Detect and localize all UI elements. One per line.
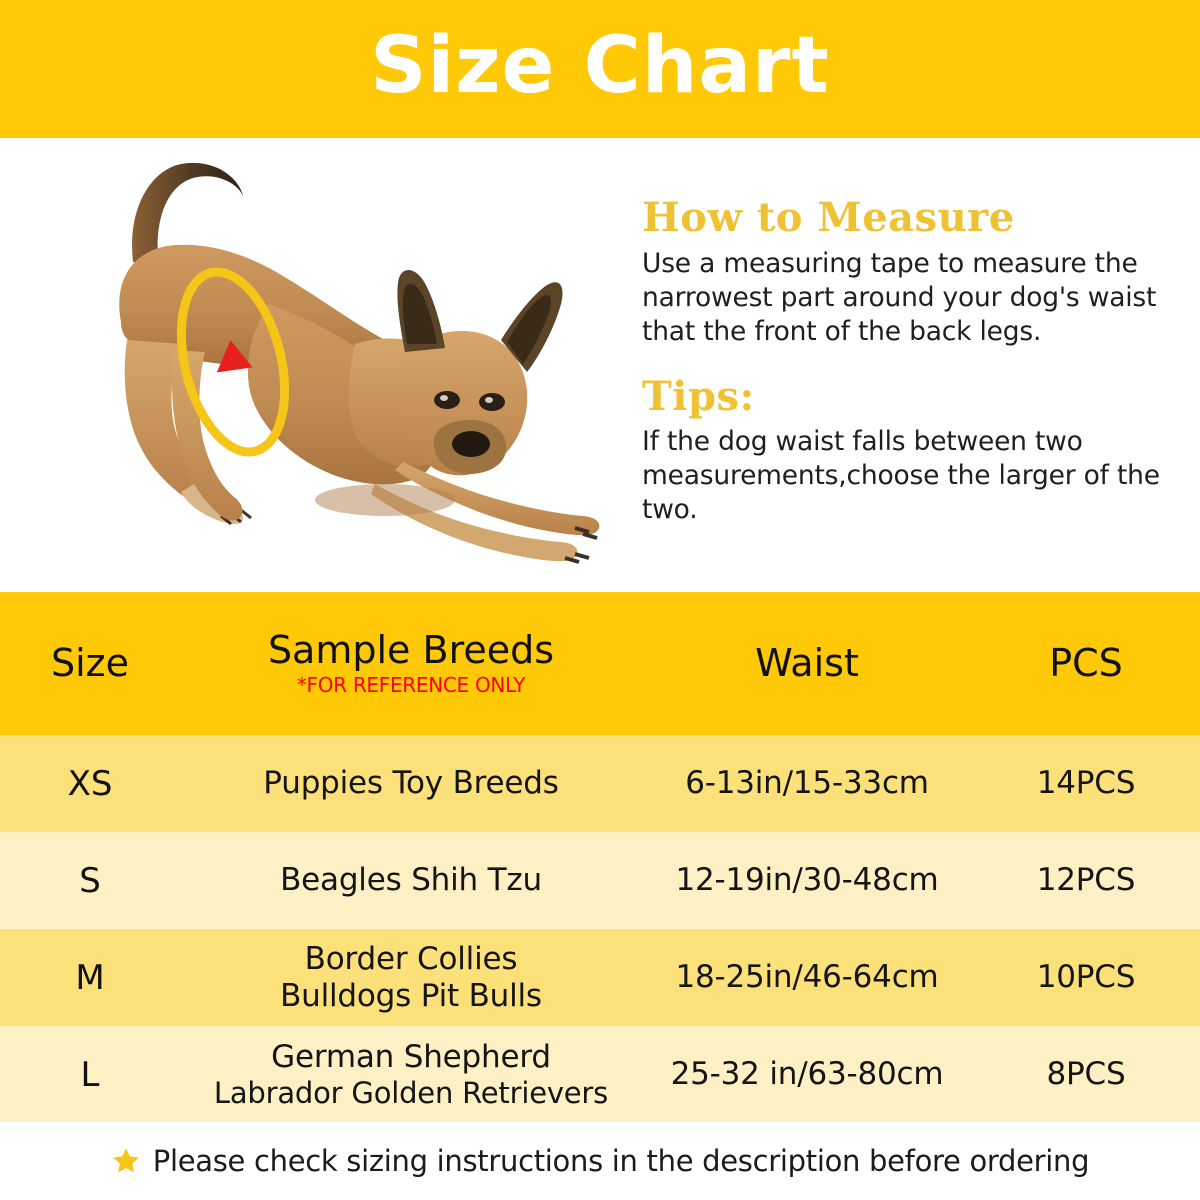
cell-breeds: Beagles Shih Tzu (180, 862, 642, 899)
how-to-measure-body: Use a measuring tape to measure the narr… (642, 247, 1157, 347)
cell-waist-value: 12-19in/30-48cm (675, 862, 939, 899)
measuring-tape-loop (176, 267, 290, 457)
column-header-waist: Waist (642, 640, 972, 685)
cell-breeds-line1: Border Collies (304, 940, 518, 977)
size-table: Size Sample Breeds *FOR REFERENCE ONLY W… (0, 592, 1200, 1123)
dog-nose (452, 431, 490, 457)
header-banner: Size Chart (0, 0, 1200, 138)
cell-pcs: 14PCS (972, 765, 1200, 802)
dog-left-ear-inner (402, 283, 437, 344)
dog-right-eye-glint (485, 397, 493, 403)
table-row: S Beagles Shih Tzu 12-19in/30-48cm 12PCS (0, 832, 1200, 929)
cell-pcs-value: 14PCS (1036, 765, 1136, 802)
cell-waist-value: 6-13in/15-33cm (685, 765, 929, 802)
dog-tail (132, 162, 243, 268)
page-title: Size Chart (370, 21, 830, 111)
dog-right-ear-inner (507, 294, 551, 364)
cell-size: M (0, 958, 180, 998)
column-header-waist-label: Waist (755, 640, 859, 685)
dog-measuring-illustration (55, 144, 625, 584)
cell-pcs: 12PCS (972, 862, 1200, 899)
cell-waist: 18-25in/46-64cm (642, 959, 972, 996)
tips-block: Tips: If the dog waist falls between two… (642, 372, 1162, 528)
cell-breeds-line2: Labrador Golden Retrievers (213, 1075, 609, 1110)
cell-size-value: XS (67, 763, 113, 804)
table-row: M Border Collies Bulldogs Pit Bulls 18-2… (0, 929, 1200, 1026)
footer-note: Please check sizing instructions in the … (0, 1122, 1200, 1200)
cell-size: XS (0, 764, 180, 804)
cell-waist: 6-13in/15-33cm (642, 765, 972, 802)
table-row: XS Puppies Toy Breeds 6-13in/15-33cm 14P… (0, 735, 1200, 832)
cell-pcs-value: 12PCS (1036, 862, 1136, 899)
measure-direction-arrow (216, 340, 253, 373)
table-header-row: Size Sample Breeds *FOR REFERENCE ONLY W… (0, 592, 1200, 735)
info-column: How to Measure Use a measuring tape to m… (642, 194, 1162, 528)
cell-size-value: S (79, 860, 101, 901)
cell-waist: 25-32 in/63-80cm (642, 1056, 972, 1093)
tips-heading: Tips: (642, 372, 755, 420)
column-header-breeds-label: Sample Breeds (267, 628, 555, 673)
cell-pcs: 8PCS (972, 1056, 1200, 1093)
dog-right-eye (479, 393, 505, 411)
cell-breeds-line1: German Shepherd (271, 1039, 551, 1076)
star-icon (111, 1146, 141, 1176)
column-header-pcs: PCS (972, 640, 1200, 685)
cell-size-value: L (80, 1054, 100, 1095)
middle-section: How to Measure Use a measuring tape to m… (0, 138, 1200, 592)
cell-pcs: 10PCS (972, 959, 1200, 996)
cell-breeds: German Shepherd Labrador Golden Retrieve… (180, 1039, 642, 1110)
how-to-measure-block: How to Measure Use a measuring tape to m… (642, 194, 1162, 349)
column-header-size: Size (0, 640, 180, 685)
table-row: L German Shepherd Labrador Golden Retrie… (0, 1026, 1200, 1123)
cell-size: S (0, 861, 180, 901)
dog-left-eye (434, 391, 460, 409)
dog-front-claws (564, 526, 598, 564)
cell-waist: 12-19in/30-48cm (642, 862, 972, 899)
footer-inner: Please check sizing instructions in the … (111, 1144, 1090, 1178)
cell-breeds-line1: Puppies Toy Breeds (263, 765, 559, 802)
tips-body: If the dog waist falls between two measu… (642, 426, 1160, 526)
column-header-breeds: Sample Breeds *FOR REFERENCE ONLY (180, 628, 642, 697)
cell-waist-value: 18-25in/46-64cm (675, 959, 939, 996)
cell-waist-value: 25-32 in/63-80cm (670, 1056, 944, 1093)
dog-front-leg-upper (395, 462, 600, 536)
cell-pcs-value: 10PCS (1036, 959, 1136, 996)
cell-breeds: Border Collies Bulldogs Pit Bulls (180, 941, 642, 1014)
cell-pcs-value: 8PCS (1046, 1056, 1126, 1093)
column-header-pcs-label: PCS (1049, 640, 1123, 685)
dog-chest-shadow (315, 484, 455, 516)
dog-front-leg-lower (371, 484, 578, 562)
cell-breeds: Puppies Toy Breeds (180, 765, 642, 802)
footer-note-text: Please check sizing instructions in the … (152, 1144, 1090, 1178)
column-header-size-label: Size (50, 640, 129, 685)
cell-size-value: M (75, 957, 105, 998)
cell-size: L (0, 1055, 180, 1095)
cell-breeds-line1: Beagles Shih Tzu (280, 862, 542, 899)
cell-breeds-line2: Bulldogs Pit Bulls (280, 977, 542, 1014)
column-header-breeds-note: *FOR REFERENCE ONLY (296, 672, 526, 697)
how-to-measure-heading: How to Measure (642, 194, 1015, 241)
dog-left-eye-glint (440, 395, 448, 401)
